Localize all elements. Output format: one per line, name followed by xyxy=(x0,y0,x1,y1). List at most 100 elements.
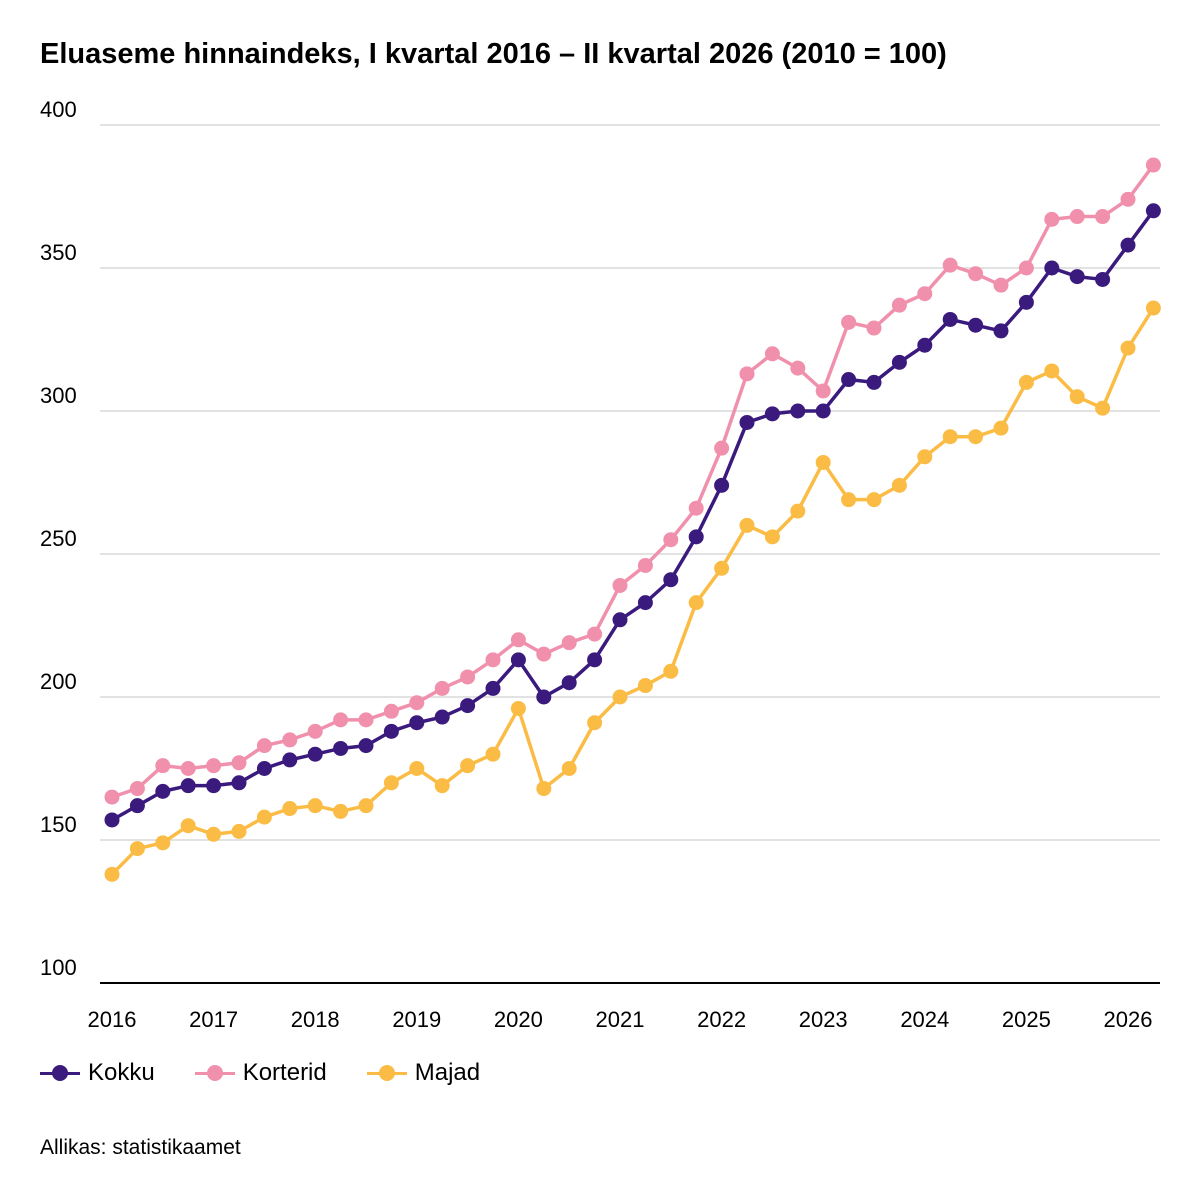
data-point-kokku xyxy=(866,374,882,390)
series-line-majad xyxy=(110,307,1155,876)
data-point-kokku xyxy=(942,311,958,327)
data-point-majad xyxy=(333,803,349,819)
data-point-majad xyxy=(1120,340,1136,356)
data-point-kokku xyxy=(206,778,222,794)
legend-label: Korterid xyxy=(242,1059,327,1086)
y-axis-ticks: 100 150 200 250 300 350 400 xyxy=(40,97,77,980)
data-point-majad xyxy=(1044,363,1060,379)
data-point-kokku xyxy=(358,738,374,754)
data-point-kokku xyxy=(282,752,298,768)
y-tick-label: 100 xyxy=(40,955,77,980)
data-point-kokku xyxy=(180,778,196,794)
x-tick-label: 2025 xyxy=(1002,1007,1051,1032)
data-point-korterid xyxy=(307,723,323,739)
data-point-korterid xyxy=(485,652,501,668)
data-point-majad xyxy=(129,841,145,857)
data-point-kokku xyxy=(968,317,984,333)
data-point-majad xyxy=(307,798,323,814)
data-point-majad xyxy=(256,809,272,825)
data-point-majad xyxy=(485,746,501,762)
legend-item-kokku: Kokku xyxy=(40,1058,155,1088)
data-point-korterid xyxy=(358,712,374,728)
x-tick-label: 2020 xyxy=(494,1007,543,1032)
data-point-korterid xyxy=(891,297,907,313)
data-point-korterid xyxy=(688,500,704,516)
data-point-kokku xyxy=(485,680,501,696)
data-point-korterid xyxy=(333,712,349,728)
data-point-majad xyxy=(206,826,222,842)
y-tick-label: 400 xyxy=(40,97,77,122)
data-point-korterid xyxy=(1120,191,1136,207)
data-point-korterid xyxy=(282,732,298,748)
data-point-kokku xyxy=(307,746,323,762)
data-point-kokku xyxy=(891,354,907,370)
data-point-kokku xyxy=(561,675,577,691)
data-point-korterid xyxy=(739,366,755,382)
data-point-majad xyxy=(790,503,806,519)
legend-label: Majad xyxy=(414,1059,481,1086)
data-point-majad xyxy=(460,758,476,774)
legend: Kokku Korterid Majad xyxy=(40,1058,520,1088)
data-point-korterid xyxy=(1069,209,1085,225)
legend-swatch xyxy=(40,1058,80,1088)
data-point-majad xyxy=(739,517,755,533)
data-point-korterid xyxy=(256,738,272,754)
x-tick-label: 2018 xyxy=(291,1007,340,1032)
data-point-korterid xyxy=(587,626,603,642)
y-tick-label: 200 xyxy=(40,669,77,694)
data-point-kokku xyxy=(688,529,704,545)
data-point-kokku xyxy=(841,372,857,388)
data-point-majad xyxy=(510,700,526,716)
legend-label: Kokku xyxy=(88,1059,155,1086)
data-point-majad xyxy=(841,492,857,508)
x-axis-ticks: 2016 2017 2018 2019 2020 2021 2022 2023 2024 2025… xyxy=(88,1007,1153,1032)
series-group xyxy=(104,157,1161,882)
data-point-korterid xyxy=(1018,260,1034,276)
legend-item-korterid: Korterid xyxy=(194,1058,327,1088)
data-point-majad xyxy=(891,477,907,493)
data-point-kokku xyxy=(714,477,730,493)
data-point-majad xyxy=(231,823,247,839)
series-majad xyxy=(104,300,1161,882)
gridlines xyxy=(100,124,1160,841)
data-point-kokku xyxy=(231,775,247,791)
x-tick-label: 2021 xyxy=(596,1007,645,1032)
data-point-korterid xyxy=(790,360,806,376)
data-point-korterid xyxy=(917,286,933,302)
data-point-kokku xyxy=(1018,294,1034,310)
data-point-kokku xyxy=(663,572,679,588)
data-point-majad xyxy=(1069,389,1085,405)
data-point-kokku xyxy=(637,595,653,611)
data-point-majad xyxy=(1018,374,1034,390)
data-point-majad xyxy=(155,835,171,851)
data-point-kokku xyxy=(1044,260,1060,276)
data-point-kokku xyxy=(510,652,526,668)
legend-swatch xyxy=(366,1058,407,1088)
data-point-majad xyxy=(968,429,984,445)
series-korterid xyxy=(104,157,1161,805)
data-point-majad xyxy=(688,595,704,611)
data-point-kokku xyxy=(383,723,399,739)
data-point-korterid xyxy=(942,257,958,273)
data-point-majad xyxy=(358,798,374,814)
x-tick-label: 2019 xyxy=(392,1007,441,1032)
data-point-majad xyxy=(1095,400,1111,416)
y-tick-label: 250 xyxy=(40,526,77,551)
data-point-kokku xyxy=(739,414,755,430)
data-point-kokku xyxy=(129,798,145,814)
data-point-kokku xyxy=(612,612,628,628)
data-point-korterid xyxy=(180,761,196,776)
data-point-majad xyxy=(612,689,628,705)
x-tick-label: 2024 xyxy=(900,1007,949,1032)
data-point-majad xyxy=(561,761,577,776)
data-point-kokku xyxy=(790,403,806,419)
data-point-kokku xyxy=(764,406,780,422)
data-point-majad xyxy=(180,818,196,834)
data-point-majad xyxy=(1145,300,1161,316)
data-point-korterid xyxy=(663,532,679,548)
data-point-majad xyxy=(866,492,882,508)
data-point-kokku xyxy=(1095,271,1111,287)
data-point-kokku xyxy=(587,652,603,668)
data-point-korterid xyxy=(612,577,628,593)
